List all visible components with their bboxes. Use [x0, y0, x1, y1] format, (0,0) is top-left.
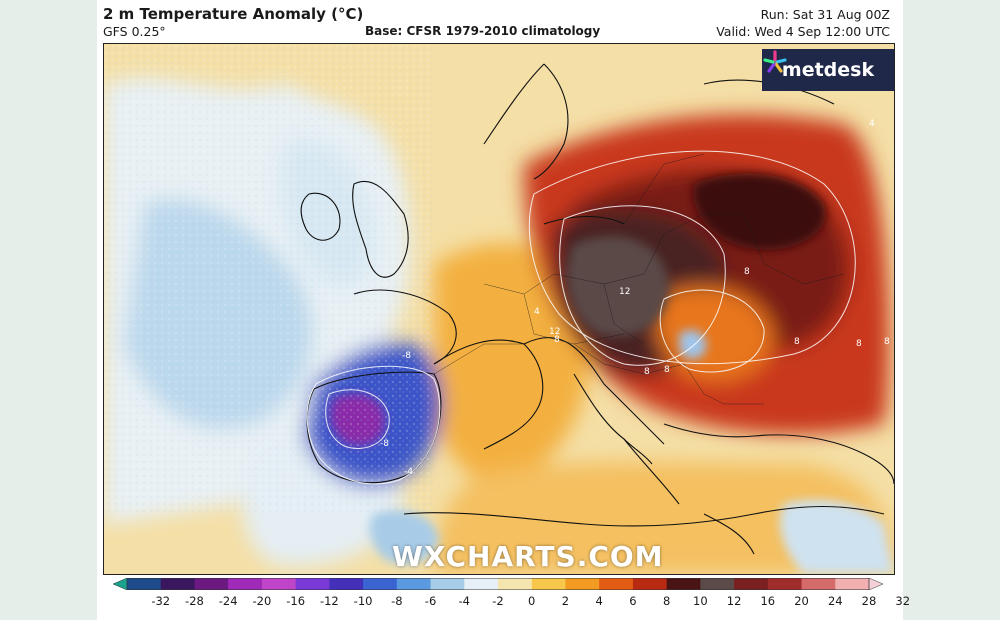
- colorbar-tick-label: -2: [492, 594, 504, 608]
- colorbar-segment: [599, 578, 634, 590]
- colorbar-tick-label: 16: [760, 594, 776, 608]
- colorbar-tick-label: 6: [629, 594, 637, 608]
- map-title: 2 m Temperature Anomaly (°C): [103, 5, 364, 23]
- colorbar-segment: [295, 578, 330, 590]
- colorbar-outline: [126, 578, 870, 590]
- colorbar-tick-label: -28: [185, 594, 204, 608]
- colorbar-tick-label: 2: [561, 594, 570, 608]
- valid-time-label: Valid: Wed 4 Sep 12:00 UTC: [716, 24, 890, 39]
- contour-label: 8: [664, 365, 670, 375]
- colorbar-tick-label: -20: [252, 594, 272, 608]
- colorbar-tick-label: 10: [693, 594, 708, 608]
- colorbar-segment: [228, 578, 263, 590]
- colorbar-tick-label: 8: [662, 594, 671, 608]
- country-borders: [433, 153, 845, 405]
- contour-label: -8: [380, 439, 389, 449]
- colorbar-min-arrow: [113, 578, 128, 590]
- contour-label: 12: [549, 327, 560, 337]
- contour-label: 12: [619, 287, 630, 297]
- colorbar-tick-label: 32: [895, 594, 911, 608]
- contour-labels: 4 -8 8 12 8 -8 12 8 8 8 -4 8 8 4: [380, 119, 890, 477]
- colorbar-ticks: -32 -28 -24 -20 -16 -12 -10 -8 -6 -4 -2 0 2 4 6 8 10 12 16…: [113, 594, 910, 612]
- colorbar-tick-label: 12: [726, 594, 742, 608]
- colorbar-tick-label: -24: [218, 594, 238, 608]
- metdesk-star-icon: [763, 50, 787, 73]
- colorbar-tick-label: -8: [391, 594, 403, 608]
- model-label: GFS 0.25°: [103, 24, 166, 39]
- contour-label: 8: [554, 335, 560, 345]
- contour-label: -8: [402, 351, 411, 361]
- climatology-base-label: Base: CFSR 1979-2010 climatology: [365, 24, 601, 38]
- colorbar-segment: [127, 578, 162, 590]
- colorbar-max-arrow: [868, 578, 883, 590]
- colorbar-segment: [565, 578, 600, 590]
- anomaly-contours: [306, 150, 856, 485]
- colorbar-segment: [160, 578, 195, 590]
- run-time-label: Run: Sat 31 Aug 00Z: [760, 7, 890, 22]
- colorbar-segment: [666, 578, 701, 590]
- colorbar-segment: [430, 578, 465, 590]
- colorbar-segment: [700, 578, 735, 590]
- wxcharts-watermark: WXCHARTS.COM: [392, 540, 664, 573]
- colorbar-tick-label: 28: [861, 594, 877, 608]
- colorbar-tick-label: -4: [458, 594, 470, 608]
- contour-label: 8: [744, 267, 750, 277]
- colorbar-segment: [464, 578, 499, 590]
- colorbar-segment: [801, 578, 836, 590]
- colorbar-segment: [194, 578, 229, 590]
- colorbar-tick-label: -12: [319, 594, 339, 608]
- colorbar-tick-label: 0: [528, 594, 536, 608]
- colorbar-segment: [531, 578, 566, 590]
- chart-card: 2 m Temperature Anomaly (°C) GFS 0.25° B…: [97, 0, 910, 620]
- colorbar-segment: [835, 578, 870, 590]
- map-canvas: 4 -8 8 12 8 -8 12 8 8 8 -4 8 8 4: [104, 44, 894, 574]
- contour-label: 8: [856, 339, 862, 349]
- contour-label: -4: [404, 467, 413, 477]
- contour-label: 8: [884, 337, 890, 347]
- colorbar-segment: [734, 578, 769, 590]
- metdesk-logo: metdesk: [762, 49, 894, 91]
- colorbar-segment: [261, 578, 297, 590]
- colorbar-segment: [498, 578, 533, 590]
- contour-label: 4: [869, 119, 875, 129]
- colorbar-tick-label: 4: [595, 594, 603, 608]
- colorbar-segment: [363, 578, 398, 590]
- contour-label: 8: [794, 337, 800, 347]
- colorbar-tick-label: -6: [424, 594, 437, 608]
- colorbar-tick-label: -32: [151, 594, 171, 608]
- colorbar-tick-label: 24: [827, 594, 843, 608]
- metdesk-wordmark: metdesk: [781, 59, 875, 81]
- temperature-anomaly-map: 4 -8 8 12 8 -8 12 8 8 8 -4 8 8 4: [103, 43, 895, 575]
- colorbar-segment: [396, 578, 432, 590]
- colorbar-segment: [632, 578, 668, 590]
- contour-label: 8: [644, 367, 650, 377]
- colorbar-segment: [329, 578, 364, 590]
- noise-texture: [104, 44, 434, 514]
- colorbar-segment: [767, 578, 803, 590]
- contour-label: 4: [534, 307, 540, 317]
- colorbar-tick-label: -16: [286, 594, 306, 608]
- colorbar: [113, 578, 883, 590]
- colorbar-tick-label: -10: [353, 594, 373, 608]
- colorbar-tick-label: 20: [794, 594, 809, 608]
